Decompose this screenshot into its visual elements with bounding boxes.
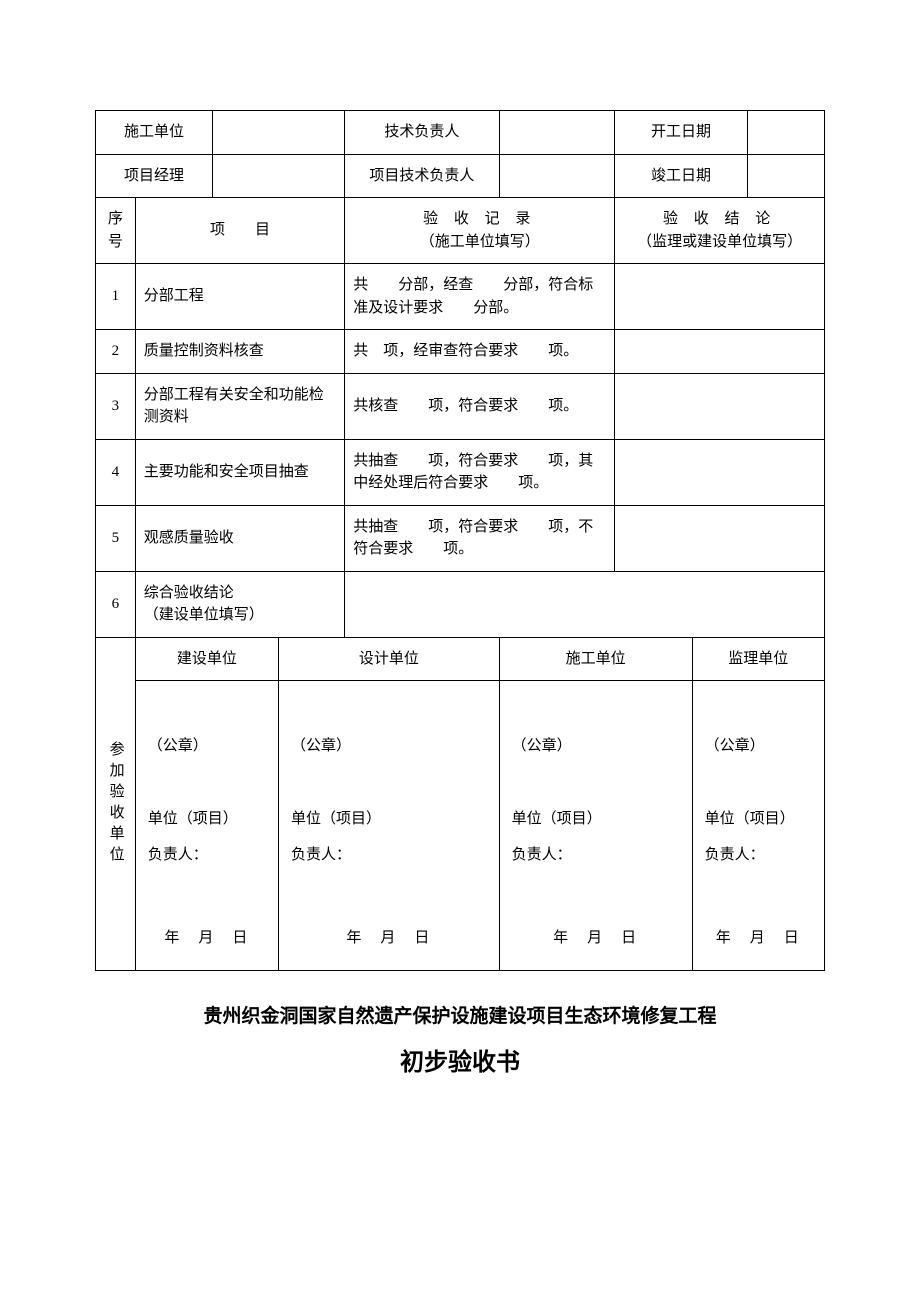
col-conclusion-main: 验 收 结 论: [663, 211, 776, 227]
col-conclusion-sub: （监理或建设单位填写）: [637, 234, 802, 250]
record-3: 共核查 项，符合要求 项。: [345, 373, 615, 439]
conclusion-3: [615, 373, 825, 439]
conclusion-5: [615, 505, 825, 571]
sig-cell-builder: （公章） 单位（项目） 负责人： 年 月 日: [499, 681, 692, 971]
seq-3: 3: [96, 373, 136, 439]
col-seq: 序号: [96, 198, 136, 264]
col-conclusion: 验 收 结 论 （监理或建设单位填写）: [615, 198, 825, 264]
col-record-main: 验 收 记 录: [423, 211, 536, 227]
signature-header-row: 参加验收单位 建设单位 设计单位 施工单位 监理单位: [96, 637, 825, 681]
label-end-date: 竣工日期: [615, 154, 747, 198]
sig-col-construction: 建设单位: [135, 637, 278, 681]
record-4: 共抽查 项，符合要求 项，其中经处理后符合要求 项。: [345, 439, 615, 505]
sig-cell-construction: （公章） 单位（项目） 负责人： 年 月 日: [135, 681, 278, 971]
sig-resp: 负责人：: [148, 844, 266, 867]
sig-col-supervisor: 监理单位: [692, 637, 824, 681]
value-project-manager: [212, 154, 344, 198]
sig-date: 年 月 日: [705, 927, 812, 950]
data-row-2: 2 质量控制资料核查 共 项，经审查符合要求 项。: [96, 330, 825, 374]
conclusion-4: [615, 439, 825, 505]
data-row-3: 3 分部工程有关安全和功能检测资料 共核查 项，符合要求 项。: [96, 373, 825, 439]
sig-unit: 单位（项目）: [705, 808, 812, 831]
seq-2: 2: [96, 330, 136, 374]
acceptance-form-table: 施工单位 技术负责人 开工日期 项目经理 项目技术负责人 竣工日期 序号 项 目…: [95, 110, 825, 971]
record-1: 共 分部，经查 分部，符合标准及设计要求 分部。: [345, 264, 615, 330]
sig-unit: 单位（项目）: [291, 808, 487, 831]
record-2: 共 项，经审查符合要求 项。: [345, 330, 615, 374]
sig-cell-design: （公章） 单位（项目） 负责人： 年 月 日: [279, 681, 500, 971]
item-5: 观感质量验收: [135, 505, 345, 571]
data-row-1: 1 分部工程 共 分部，经查 分部，符合标准及设计要求 分部。: [96, 264, 825, 330]
sig-seal: （公章）: [148, 735, 266, 758]
seq-5: 5: [96, 505, 136, 571]
record-5: 共抽查 项，符合要求 项，不符合要求 项。: [345, 505, 615, 571]
signature-body-row: （公章） 单位（项目） 负责人： 年 月 日 （公章） 单位（项目） 负责人： …: [96, 681, 825, 971]
value-construction-unit: [212, 111, 344, 155]
sig-date: 年 月 日: [148, 927, 266, 950]
columns-header-row: 序号 项 目 验 收 记 录 （施工单位填写） 验 收 结 论 （监理或建设单位…: [96, 198, 825, 264]
sig-date: 年 月 日: [291, 927, 487, 950]
label-start-date: 开工日期: [615, 111, 747, 155]
label-project-tech-lead: 项目技术负责人: [345, 154, 499, 198]
value-end-date: [747, 154, 824, 198]
seq-6: 6: [96, 571, 136, 637]
data-row-4: 4 主要功能和安全项目抽查 共抽查 项，符合要求 项，其中经处理后符合要求 项。: [96, 439, 825, 505]
label-tech-lead: 技术负责人: [345, 111, 499, 155]
sig-seal: （公章）: [705, 735, 812, 758]
value-project-tech-lead: [499, 154, 615, 198]
header-row-1: 施工单位 技术负责人 开工日期: [96, 111, 825, 155]
sig-resp: 负责人：: [291, 844, 487, 867]
item-1: 分部工程: [135, 264, 345, 330]
label-construction-unit: 施工单位: [96, 111, 213, 155]
col-record: 验 收 记 录 （施工单位填写）: [345, 198, 615, 264]
sig-date: 年 月 日: [512, 927, 680, 950]
item-2: 质量控制资料核查: [135, 330, 345, 374]
value-start-date: [747, 111, 824, 155]
sig-cell-supervisor: （公章） 单位（项目） 负责人： 年 月 日: [692, 681, 824, 971]
conclusion-1: [615, 264, 825, 330]
seq-4: 4: [96, 439, 136, 505]
title-block: 贵州织金洞国家自然遗产保护设施建设项目生态环境修复工程 初步验收书: [95, 1001, 825, 1077]
value-tech-lead: [499, 111, 615, 155]
sig-unit: 单位（项目）: [512, 808, 680, 831]
label-project-manager: 项目经理: [96, 154, 213, 198]
sig-col-builder: 施工单位: [499, 637, 692, 681]
sig-resp: 负责人：: [705, 844, 812, 867]
title-line-1: 贵州织金洞国家自然遗产保护设施建设项目生态环境修复工程: [95, 1001, 825, 1028]
sig-seal: （公章）: [291, 735, 487, 758]
sig-seal: （公章）: [512, 735, 680, 758]
col-item: 项 目: [135, 198, 345, 264]
page: 施工单位 技术负责人 开工日期 项目经理 项目技术负责人 竣工日期 序号 项 目…: [0, 0, 920, 1137]
signature-side-label: 参加验收单位: [96, 637, 136, 971]
seq-1: 1: [96, 264, 136, 330]
sig-col-design: 设计单位: [279, 637, 500, 681]
header-row-2: 项目经理 项目技术负责人 竣工日期: [96, 154, 825, 198]
item-3: 分部工程有关安全和功能检测资料: [135, 373, 345, 439]
conclusion-2: [615, 330, 825, 374]
item-6: 综合验收结论 （建设单位填写）: [135, 571, 345, 637]
item-4: 主要功能和安全项目抽查: [135, 439, 345, 505]
sig-unit: 单位（项目）: [148, 808, 266, 831]
col-record-sub: （施工单位填写）: [420, 234, 540, 250]
record-6: [345, 571, 825, 637]
sig-resp: 负责人：: [512, 844, 680, 867]
title-line-2: 初步验收书: [95, 1042, 825, 1077]
data-row-6: 6 综合验收结论 （建设单位填写）: [96, 571, 825, 637]
data-row-5: 5 观感质量验收 共抽查 项，符合要求 项，不符合要求 项。: [96, 505, 825, 571]
